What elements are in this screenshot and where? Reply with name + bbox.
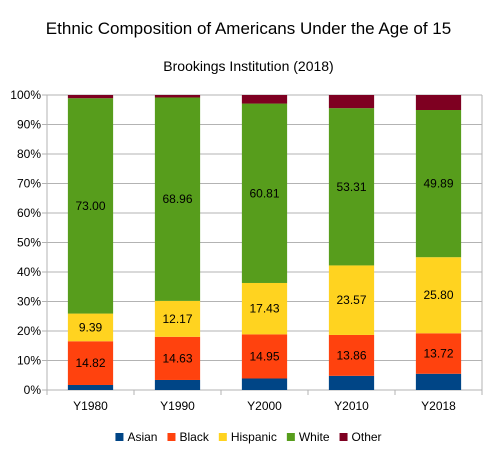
legend-swatch-hispanic <box>218 433 227 441</box>
bar-segment-other <box>67 95 114 99</box>
data-label: 13.72 <box>423 347 453 361</box>
y-tick-label: 70% <box>17 177 41 191</box>
chart-subtitle: Brookings Institution (2018) <box>163 58 333 74</box>
legend-label-other: Other <box>352 430 382 444</box>
bar-segment-hispanic <box>241 282 288 335</box>
bar-segment-white <box>154 97 201 301</box>
bars <box>67 95 462 390</box>
y-tick-label: 80% <box>17 147 41 161</box>
legend-swatch-asian <box>115 433 124 441</box>
bar-segment-black <box>67 341 114 385</box>
legend: Asian Black Hispanic White Other <box>115 430 382 444</box>
bar-segment-black <box>241 334 288 379</box>
legend-label-hispanic: Hispanic <box>231 430 277 444</box>
y-tick-label: 100% <box>10 88 41 102</box>
bar-segment-asian <box>67 384 114 390</box>
y-tick-label: 0% <box>24 383 42 397</box>
bar-segment-white <box>241 103 288 283</box>
bar-segment-white <box>67 98 114 314</box>
bar-segment-asian <box>328 375 375 390</box>
data-label: 25.80 <box>423 288 453 302</box>
y-tick-label: 60% <box>17 206 41 220</box>
bar-segment-white <box>328 108 375 266</box>
data-label: 68.96 <box>162 192 192 206</box>
axes: 0% 10% 20% 30% 40% 50% 60% 70% 80% 90% 100% Y1980 Y1… <box>10 88 483 413</box>
bar-segment-other <box>154 95 201 98</box>
x-tick-label: Y1980 <box>73 399 108 413</box>
y-tick-label: 20% <box>17 324 41 338</box>
bar-segment-black <box>415 333 462 374</box>
bar-segment-asian <box>241 378 288 390</box>
x-tick-label: Y2010 <box>334 399 369 413</box>
legend-swatch-white <box>286 433 295 441</box>
y-tick-label: 90% <box>17 118 41 132</box>
data-label: 12.17 <box>162 312 192 326</box>
bar-segment-black <box>154 336 201 380</box>
legend-label-black: Black <box>179 430 209 444</box>
legend-swatch-other <box>339 433 348 441</box>
bar-segment-other <box>241 95 288 104</box>
bar-segment-other <box>415 95 462 111</box>
data-label: 14.95 <box>249 349 279 363</box>
chart-title: Ethnic Composition of Americans Under th… <box>46 19 451 38</box>
bar-segment-hispanic <box>67 313 114 342</box>
legend-label-asian: Asian <box>127 430 157 444</box>
y-tick-label: 50% <box>17 236 41 250</box>
bar-segment-asian <box>415 373 462 390</box>
bar-segment-other <box>328 95 375 109</box>
x-tick-label: Y1990 <box>160 399 195 413</box>
x-tick-label: Y2018 <box>421 399 456 413</box>
x-tick-label: Y2000 <box>247 399 282 413</box>
legend-swatch-black <box>167 433 176 441</box>
data-label: 49.89 <box>423 177 453 191</box>
data-label: 53.31 <box>336 180 366 194</box>
bar-segment-hispanic <box>154 300 201 337</box>
legend-label-white: White <box>299 430 330 444</box>
data-label: 60.81 <box>249 186 279 200</box>
bar-segment-black <box>328 334 375 376</box>
data-label: 23.57 <box>336 293 366 307</box>
bar-segment-hispanic <box>415 257 462 334</box>
y-tick-label: 30% <box>17 295 41 309</box>
data-label: 9.39 <box>79 320 103 334</box>
data-label: 14.63 <box>162 351 192 365</box>
bar-segment-hispanic <box>328 265 375 335</box>
data-labels: 14.82 9.39 73.00 14.63 12.17 68.96 14.95 17.43 6… <box>75 177 453 371</box>
data-label: 17.43 <box>249 302 279 316</box>
data-label: 73.00 <box>75 199 105 213</box>
y-tick-label: 40% <box>17 265 41 279</box>
data-label: 13.86 <box>336 348 366 362</box>
bar-segment-asian <box>154 379 201 390</box>
bar-segment-white <box>415 110 462 258</box>
y-tick-label: 10% <box>17 354 41 368</box>
data-label: 14.82 <box>75 356 105 370</box>
